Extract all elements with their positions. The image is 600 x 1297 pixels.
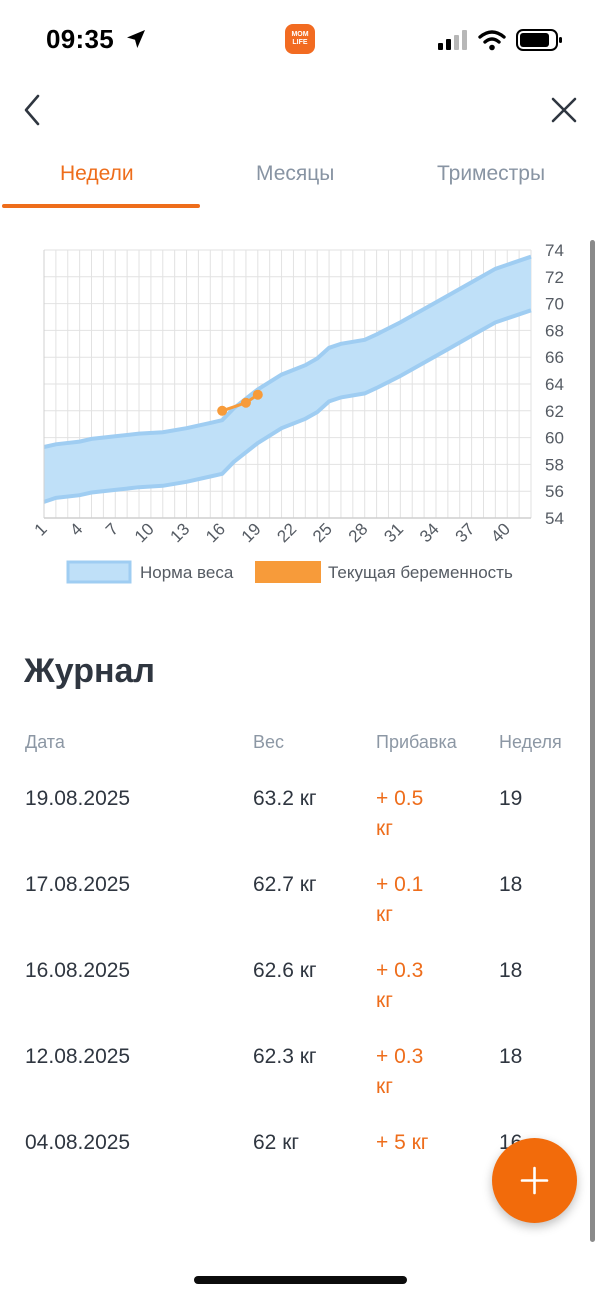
x-tick-label: 4 xyxy=(66,519,86,539)
row-gain: + 0.3 кг xyxy=(376,1042,486,1102)
row-gain: + 0.5 кг xyxy=(376,784,486,844)
y-tick-label: 56 xyxy=(545,482,564,501)
active-tab-indicator xyxy=(2,204,200,208)
app-logo-text: MOM LIFE xyxy=(291,31,309,46)
row-date: 12.08.2025 xyxy=(25,1045,131,1068)
y-tick-label: 72 xyxy=(545,268,564,287)
header-gain: Прибавка xyxy=(376,732,457,752)
row-gain-value: + 5 кг xyxy=(376,1131,429,1154)
row-weight: 62.6 кг xyxy=(253,959,317,982)
row-weight: 62 кг xyxy=(253,1131,300,1154)
norm-band-lower-line xyxy=(43,308,532,504)
y-tick-label: 68 xyxy=(545,321,564,340)
header-weight: Вес xyxy=(253,732,285,752)
header-date: Дата xyxy=(25,732,65,752)
x-tick-label: 22 xyxy=(273,519,300,546)
x-tick-label: 10 xyxy=(131,519,158,546)
tab-months[interactable]: Месяцы xyxy=(256,162,335,185)
y-tick-label: 64 xyxy=(545,375,564,394)
scrollbar[interactable] xyxy=(590,240,595,1242)
tab-trimesters[interactable]: Триместры xyxy=(437,162,546,185)
y-tick-label: 60 xyxy=(545,429,564,448)
row-week: 18 xyxy=(499,1045,523,1068)
row-week: 18 xyxy=(499,959,523,982)
battery-icon xyxy=(516,29,562,51)
x-tick-label: 40 xyxy=(487,519,514,546)
journal-row[interactable]: 16.08.2025 62.6 кг + 0.3 кг 18 xyxy=(0,958,600,1044)
journal-row[interactable]: 12.08.2025 62.3 кг + 0.3 кг 18 xyxy=(0,1044,600,1130)
x-tick-label: 16 xyxy=(202,519,229,546)
x-tick-label: 25 xyxy=(309,519,336,546)
x-tick-label: 13 xyxy=(167,519,194,546)
legend-swatch-current xyxy=(255,561,321,583)
y-tick-label: 58 xyxy=(545,455,564,474)
current-pregnancy-point xyxy=(217,405,228,416)
x-tick-label: 34 xyxy=(416,519,443,546)
row-weight: 62.3 кг xyxy=(253,1045,317,1068)
legend-label-current: Текущая беременность xyxy=(328,563,513,582)
row-gain-value: + 0.3 xyxy=(376,1045,424,1068)
row-gain-unit: кг xyxy=(376,903,393,926)
nav-bar xyxy=(0,80,600,140)
home-indicator xyxy=(194,1276,407,1284)
wifi-icon xyxy=(478,30,506,51)
current-pregnancy-point xyxy=(240,397,251,408)
row-gain-value: + 0.5 xyxy=(376,787,424,810)
row-weight: 63.2 кг xyxy=(253,787,317,810)
x-tick-label: 19 xyxy=(238,519,265,546)
row-date: 16.08.2025 xyxy=(25,959,131,982)
add-entry-button[interactable] xyxy=(492,1138,577,1223)
status-bar: 09:35 MOM LIFE xyxy=(0,0,600,80)
row-gain: + 5 кг xyxy=(376,1128,486,1158)
signal-icon xyxy=(438,30,467,50)
weight-chart: 54 56 58 60 62 64 66 68 70 72 74 1 4 7 10 13 16 19 22 25 28 3… xyxy=(0,230,590,610)
row-week: 18 xyxy=(499,873,523,896)
weight-chart-svg: 54 56 58 60 62 64 66 68 70 72 74 1 4 7 10 13 16 19 22 25 28 3… xyxy=(31,241,564,584)
current-pregnancy-point xyxy=(252,389,263,400)
journal-title: Журнал xyxy=(24,652,156,690)
y-tick-label: 66 xyxy=(545,348,564,367)
x-tick-label: 1 xyxy=(31,519,51,539)
journal-row[interactable]: 17.08.2025 62.7 кг + 0.1 кг 18 xyxy=(0,872,600,958)
tab-weeks[interactable]: Недели xyxy=(60,162,134,185)
journal-header: Дата Вес Прибавка Неделя xyxy=(0,732,600,762)
close-icon xyxy=(551,97,577,123)
back-button[interactable] xyxy=(16,90,52,130)
row-gain-value: + 0.3 xyxy=(376,959,424,982)
row-gain-unit: кг xyxy=(376,989,393,1012)
journal-row[interactable]: 19.08.2025 63.2 кг + 0.5 кг 19 xyxy=(0,786,600,872)
header-week: Неделя xyxy=(499,732,562,752)
plus-icon xyxy=(520,1166,549,1195)
norm-band-upper-line xyxy=(43,254,532,449)
row-gain-unit: кг xyxy=(376,817,393,840)
row-date: 19.08.2025 xyxy=(25,787,131,810)
x-tick-label: 31 xyxy=(380,519,407,546)
x-tick-label: 28 xyxy=(345,519,372,546)
y-tick-label: 70 xyxy=(545,295,564,314)
y-tick-label: 54 xyxy=(545,509,564,528)
legend-swatch-norm xyxy=(66,560,132,584)
app-logo: MOM LIFE xyxy=(285,24,315,54)
close-button[interactable] xyxy=(544,90,584,130)
period-tabs: Недели Месяцы Триместры xyxy=(0,150,600,210)
row-week: 19 xyxy=(499,787,523,810)
legend-label-norm: Норма веса xyxy=(140,563,234,582)
row-gain: + 0.1 кг xyxy=(376,870,486,930)
row-gain-value: + 0.1 xyxy=(376,873,424,896)
location-arrow-icon xyxy=(127,30,145,48)
x-tick-label: 7 xyxy=(102,519,122,539)
row-gain-unit: кг xyxy=(376,1075,393,1098)
y-tick-label: 74 xyxy=(545,241,564,260)
y-tick-label: 62 xyxy=(545,402,564,421)
x-tick-label: 37 xyxy=(452,519,479,546)
status-time: 09:35 xyxy=(46,24,114,54)
row-gain: + 0.3 кг xyxy=(376,956,486,1016)
row-weight: 62.7 кг xyxy=(253,873,317,896)
chevron-left-icon xyxy=(24,94,40,126)
row-date: 04.08.2025 xyxy=(25,1131,131,1154)
row-date: 17.08.2025 xyxy=(25,873,131,896)
